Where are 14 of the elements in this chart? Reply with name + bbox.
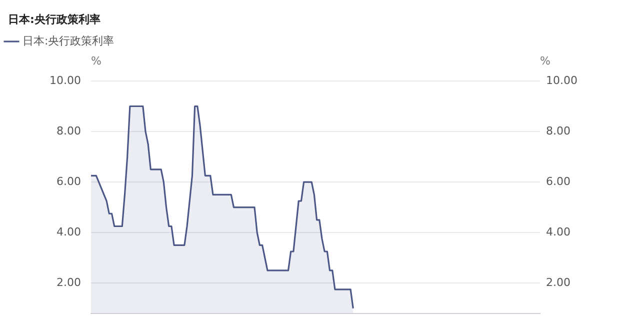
y2-tick-label: 10.00 [546, 74, 578, 87]
y-tick-label: 10.00 [50, 74, 81, 87]
y2-tick-label: 4.00 [546, 225, 570, 238]
y-tick-label: 6.00 [56, 174, 81, 188]
y-axis-title: % [91, 54, 102, 68]
y-tick-label: 8.00 [56, 124, 81, 138]
y-tick-label: 4.00 [56, 225, 81, 238]
y2-tick-label: 2.00 [546, 276, 570, 289]
y-tick-label: 2.00 [56, 276, 81, 289]
y2-axis-title: % [540, 54, 550, 68]
y2-tick-label: 8.00 [546, 124, 570, 138]
legend-label: 日本:央行政策利率 [22, 34, 114, 48]
y2-tick-label: 6.00 [546, 174, 570, 188]
chart-title: 日本:央行政策利率 [8, 12, 100, 27]
